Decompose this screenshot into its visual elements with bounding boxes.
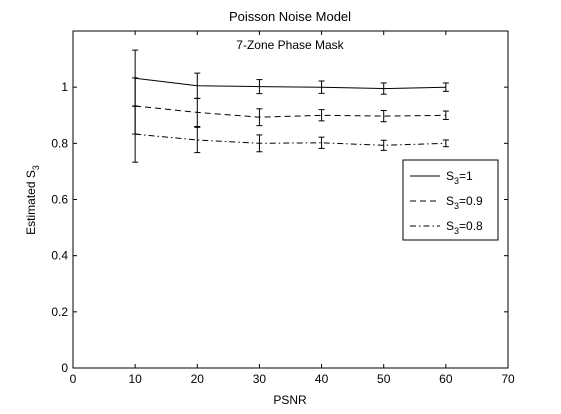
y-tick-label: 0.2 xyxy=(51,305,68,319)
x-tick-label: 10 xyxy=(128,372,142,386)
error-bar xyxy=(194,97,201,127)
x-tick-label: 0 xyxy=(70,372,77,386)
legend-entry: S3=1 xyxy=(446,169,473,186)
y-axis-label-subscript: 3 xyxy=(31,165,41,170)
series-2 xyxy=(132,77,449,135)
error-bar xyxy=(256,134,263,153)
series-1 xyxy=(132,49,449,107)
x-tick-label: 70 xyxy=(501,372,515,386)
error-bar xyxy=(318,136,325,149)
error-bar xyxy=(380,82,387,95)
y-axis-label-main: Estimated S xyxy=(24,170,38,235)
series-line xyxy=(135,133,446,146)
y-tick-label: 1 xyxy=(61,80,68,94)
y-tick-label: 0 xyxy=(61,361,68,375)
x-tick-label: 60 xyxy=(439,372,453,386)
legend: S3=1S3=0.9S3=0.8 xyxy=(402,159,499,241)
y-axis-label: Estimated S3 xyxy=(24,165,41,235)
error-bar xyxy=(194,126,201,154)
error-bar xyxy=(256,79,263,95)
x-tick-label: 20 xyxy=(191,372,205,386)
x-tick-label: 30 xyxy=(253,372,267,386)
legend-entry-tail: =1 xyxy=(459,169,473,183)
error-bar xyxy=(380,139,387,151)
series-3 xyxy=(132,105,449,163)
legend-entry-tail: =0.8 xyxy=(459,219,483,233)
legend-entry-main: S xyxy=(446,169,454,183)
chart-title: Poisson Noise Model xyxy=(229,9,351,24)
legend-entry: S3=0.9 xyxy=(446,194,483,211)
legend-entry-subscript: 3 xyxy=(454,201,459,211)
error-bar xyxy=(442,139,449,148)
legend-entry-tail: =0.9 xyxy=(459,194,483,208)
series-layer xyxy=(132,49,449,163)
y-tick-label: 0.4 xyxy=(51,249,68,263)
axis-ticks: 0 10 20 30 40 50 60 70 0 0.2 0.4 0.6 0.8 1 xyxy=(51,31,515,386)
series-line xyxy=(135,77,446,90)
error-bar xyxy=(256,108,263,127)
x-axis-label: PSNR xyxy=(273,393,307,407)
y-tick-label: 0.8 xyxy=(51,136,68,150)
error-bar xyxy=(318,109,325,122)
x-tick-label: 50 xyxy=(377,372,391,386)
error-bar xyxy=(442,110,449,120)
legend-entry-subscript: 3 xyxy=(454,176,459,186)
y-tick-label: 0.6 xyxy=(51,193,68,207)
error-bar xyxy=(318,80,325,94)
legend-entry-subscript: 3 xyxy=(454,226,459,236)
error-bar xyxy=(380,109,387,123)
error-bar xyxy=(442,82,449,92)
x-tick-label: 40 xyxy=(315,372,329,386)
series-line xyxy=(135,105,446,118)
legend-entry-main: S xyxy=(446,194,454,208)
legend-box xyxy=(402,159,499,241)
legend-entry: S3=0.8 xyxy=(446,219,483,236)
error-bar xyxy=(132,105,139,163)
legend-entry-main: S xyxy=(446,219,454,233)
chart-annotation: 7-Zone Phase Mask xyxy=(236,38,344,52)
